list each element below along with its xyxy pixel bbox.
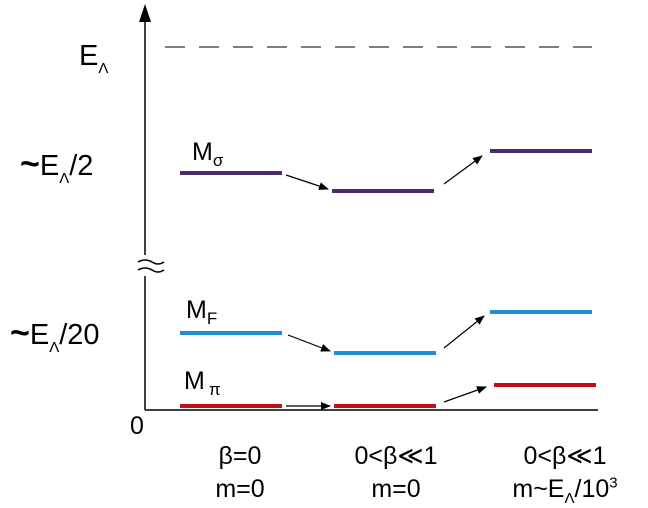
transition-arrow	[443, 386, 487, 403]
column-3-line-2-pre: m~E	[512, 474, 565, 503]
m-f-label: MF	[186, 296, 217, 328]
half-tail: /2	[69, 150, 94, 182]
twentieth-tail: /20	[59, 319, 100, 351]
axis-break-mark	[137, 259, 165, 265]
twentieth-sub: Λ	[49, 339, 60, 356]
column-2-line-1: 0<β≪1	[354, 442, 438, 470]
half-sub: Λ	[59, 170, 70, 187]
column-caption-2: 0<β≪1 m=0	[326, 440, 466, 505]
m-sigma-label: Mσ	[192, 138, 223, 170]
transition-arrow	[443, 155, 483, 185]
e-lambda-label: EΛ	[79, 40, 108, 77]
column-3-line-2-sup: 3	[609, 474, 618, 492]
twentieth-energy-label: ~EΛ/20	[10, 314, 100, 355]
column-1-line-1: β=0	[218, 442, 262, 470]
m-f-base: M	[186, 296, 207, 324]
y-axis-arrowhead	[139, 4, 151, 22]
transition-arrow	[287, 334, 331, 352]
column-caption-3: 0<β≪1 m~EΛ/103	[490, 440, 640, 507]
m-pi-sub: π	[208, 380, 221, 399]
e-lambda-sub: Λ	[98, 60, 109, 77]
column-3-line-2: m~EΛ/103	[490, 473, 640, 506]
twentieth-base: E	[29, 319, 50, 351]
origin-label: 0	[130, 412, 144, 440]
m-pi-base: M	[184, 367, 205, 395]
half-energy-label: ~EΛ/2	[20, 145, 94, 186]
column-1-line-2: m=0	[215, 474, 265, 503]
tilde-symbol: ~	[20, 145, 40, 183]
column-caption-1: β=0 m=0	[190, 440, 290, 505]
transition-arrow	[285, 174, 329, 190]
column-3-line-2-sub: Λ	[564, 489, 575, 507]
column-2-line-2: m=0	[371, 474, 421, 503]
half-base: E	[39, 150, 60, 182]
tilde-symbol: ~	[10, 314, 30, 352]
column-3-line-1: 0<β≪1	[523, 442, 607, 470]
axis-break-mark	[137, 267, 165, 273]
transition-arrow	[443, 315, 485, 349]
m-f-sub: F	[206, 309, 218, 328]
e-lambda-base: E	[79, 40, 99, 72]
column-3-line-2-mid: /10	[574, 474, 610, 503]
m-sigma-base: M	[192, 138, 213, 166]
m-sigma-sub: σ	[212, 151, 224, 170]
